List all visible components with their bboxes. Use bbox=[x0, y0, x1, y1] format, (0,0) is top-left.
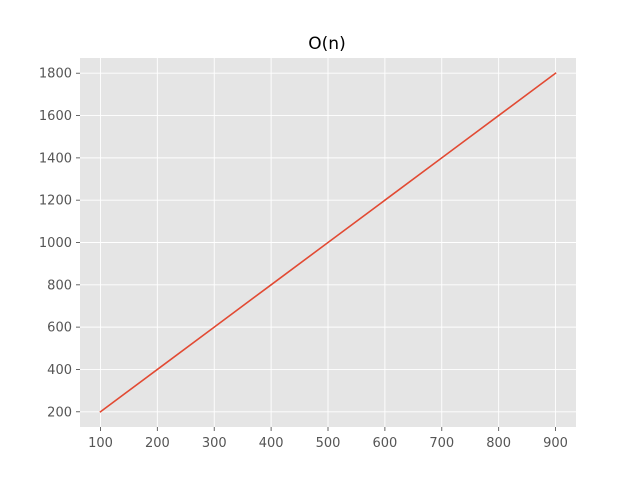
x-tick-label: 600 bbox=[372, 436, 397, 451]
y-tick-label: 200 bbox=[47, 405, 72, 420]
y-tick-label: 1400 bbox=[39, 151, 72, 166]
series-line-0 bbox=[99, 72, 557, 413]
x-tick-label: 800 bbox=[486, 436, 511, 451]
x-tick-label: 700 bbox=[429, 436, 454, 451]
chart-title: O(n) bbox=[308, 34, 345, 54]
y-tick-label: 1800 bbox=[39, 67, 72, 82]
x-tick-label: 200 bbox=[145, 436, 170, 451]
y-tick-label: 1200 bbox=[39, 194, 72, 209]
y-tick-label: 400 bbox=[47, 363, 72, 378]
x-tick-label: 300 bbox=[202, 436, 227, 451]
x-tick-label: 100 bbox=[88, 436, 113, 451]
x-tick-label: 500 bbox=[316, 436, 341, 451]
ticks: 100 200 300 400 500 600 700 800 900 200 400 600 800 1… bbox=[39, 67, 568, 451]
y-tick-label: 1600 bbox=[39, 109, 72, 124]
x-tick-label: 900 bbox=[543, 436, 568, 451]
y-tick-label: 600 bbox=[47, 321, 72, 336]
y-tick-label: 1000 bbox=[39, 236, 72, 251]
x-tick-label: 400 bbox=[259, 436, 284, 451]
series bbox=[99, 72, 557, 413]
y-tick-label: 800 bbox=[47, 278, 72, 293]
